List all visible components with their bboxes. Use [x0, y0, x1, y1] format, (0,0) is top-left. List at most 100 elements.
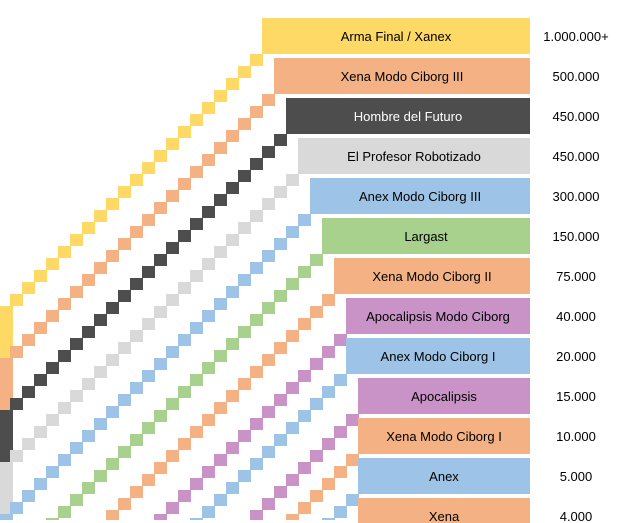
- bar-9: [346, 338, 530, 374]
- bar-11: [358, 418, 530, 454]
- bar-2-step-21: [22, 334, 35, 346]
- bar-8-step-1: [334, 334, 347, 346]
- bar-7-step-9: [226, 390, 239, 402]
- bar-3: [286, 98, 530, 134]
- bar-3-step-20: [46, 362, 59, 374]
- bar-5-step-5: [250, 262, 263, 274]
- bar-4-step-21: [46, 414, 59, 426]
- bar-5: [310, 178, 530, 214]
- bar-label-1: Arma Final / Xanex: [341, 29, 452, 44]
- bar-6-step-1: [310, 254, 323, 266]
- bar-5-step-23: [34, 478, 47, 490]
- bar-6-step-18: [106, 458, 119, 470]
- bar-7-step-7: [250, 366, 263, 378]
- bar-4-step-22: [34, 426, 47, 438]
- bar-7-step-6: [262, 354, 275, 366]
- bar-11-step-4: [310, 490, 323, 502]
- bar-8-step-14: [178, 490, 191, 502]
- bar-5-step-19: [82, 430, 95, 442]
- bar-1-step-7: [178, 126, 191, 138]
- bar-7-step-14: [166, 450, 179, 462]
- bar-10-step-4: [310, 450, 323, 462]
- bar-7-step-15: [154, 462, 167, 474]
- bar-4: [298, 138, 530, 174]
- bar-6-step-19: [94, 470, 107, 482]
- bar-6-step-6: [250, 314, 263, 326]
- bar-12-step-1: [346, 494, 359, 506]
- bar-1-step-9: [154, 150, 167, 162]
- bar-4-step-12: [154, 306, 167, 318]
- bar-2-step-26: [0, 394, 13, 406]
- bar-4-step-19: [70, 390, 83, 402]
- bar-10-step-2: [334, 426, 347, 438]
- bar-4-step-27: [0, 486, 13, 498]
- bar-9-step-9: [238, 470, 251, 482]
- bar-2-step-6: [202, 154, 215, 166]
- bar-1-step-1: [250, 54, 263, 66]
- bar-1-step-14: [94, 210, 107, 222]
- bar-11-step-2: [334, 466, 347, 478]
- bar-6-step-16: [130, 434, 143, 446]
- bar-3-step-27: [0, 446, 13, 458]
- bar-9-step-5: [286, 422, 299, 434]
- bar-7-step-13: [178, 438, 191, 450]
- bar-4-step-25: [0, 462, 13, 474]
- bar-6-step-2: [298, 266, 311, 278]
- bar-1-step-10: [142, 162, 155, 174]
- bar-2-step-25: [0, 382, 13, 394]
- bar-6-step-22: [58, 506, 71, 518]
- bar-1-step-16: [70, 234, 83, 246]
- bar-2-step-24: [0, 370, 13, 382]
- bar-label-4: El Profesor Robotizado: [347, 149, 481, 164]
- bar-5-step-20: [70, 442, 83, 454]
- bar-7-step-3: [298, 318, 311, 330]
- bar-2-step-5: [214, 142, 227, 154]
- bar-1-step-19: [34, 270, 47, 282]
- bar-5-step-1: [298, 214, 311, 226]
- value-labels-group: 1.000.000+ 500.000 450.000 450.000 300.000 15…: [543, 29, 608, 523]
- bar-4-step-7: [214, 246, 227, 258]
- bar-label-2: Xena Modo Ciborg III: [341, 69, 464, 84]
- bar-2: [274, 58, 530, 94]
- bar-1-step-23: [0, 318, 13, 330]
- bar-5-step-24: [22, 490, 35, 502]
- bar-1-step-12: [118, 186, 131, 198]
- bar-4-step-10: [178, 282, 191, 294]
- bar-5-step-25: [10, 502, 23, 514]
- bar-1-step-22: [0, 306, 13, 318]
- bar-8-step-3: [310, 358, 323, 370]
- bar-5-step-6: [238, 274, 251, 286]
- bar-9-step-4: [298, 410, 311, 422]
- bar-1-step-15: [82, 222, 95, 234]
- bar-label-13: Xena: [429, 509, 460, 523]
- bar-7-step-12: [190, 426, 203, 438]
- bar-8-step-7: [262, 406, 275, 418]
- bar-8-step-10: [226, 442, 239, 454]
- bar-3-step-4: [238, 170, 251, 182]
- bar-label-10: Apocalipsis: [411, 389, 477, 404]
- bar-2-step-12: [130, 226, 143, 238]
- bar-6-step-20: [82, 482, 95, 494]
- bar-3-step-1: [274, 134, 287, 146]
- bar-1-step-20: [22, 282, 35, 294]
- bar-7-step-17: [130, 486, 143, 498]
- value-label-7: 75.000: [556, 269, 596, 284]
- value-label-4: 450.000: [553, 149, 600, 164]
- bar-7-step-4: [286, 330, 299, 342]
- bar-2-step-11: [142, 214, 155, 226]
- bar-6-step-15: [142, 422, 155, 434]
- bar-10: [358, 378, 530, 414]
- bar-3-step-12: [142, 266, 155, 278]
- bar-10-step-3: [322, 438, 335, 450]
- bar-5-step-2: [286, 226, 299, 238]
- bar-4-step-4: [250, 210, 263, 222]
- bar-7-step-2: [310, 306, 323, 318]
- bar-6-step-21: [70, 494, 83, 506]
- bar-9-step-7: [262, 446, 275, 458]
- bar-7-step-18: [118, 498, 131, 510]
- bar-labels-group: Arma Final / Xanex Xena Modo Ciborg III Ho…: [341, 29, 510, 523]
- bar-3-step-18: [70, 338, 83, 350]
- bar-8-step-6: [274, 394, 287, 406]
- bar-8-step-4: [298, 370, 311, 382]
- bar-8-step-12: [202, 466, 215, 478]
